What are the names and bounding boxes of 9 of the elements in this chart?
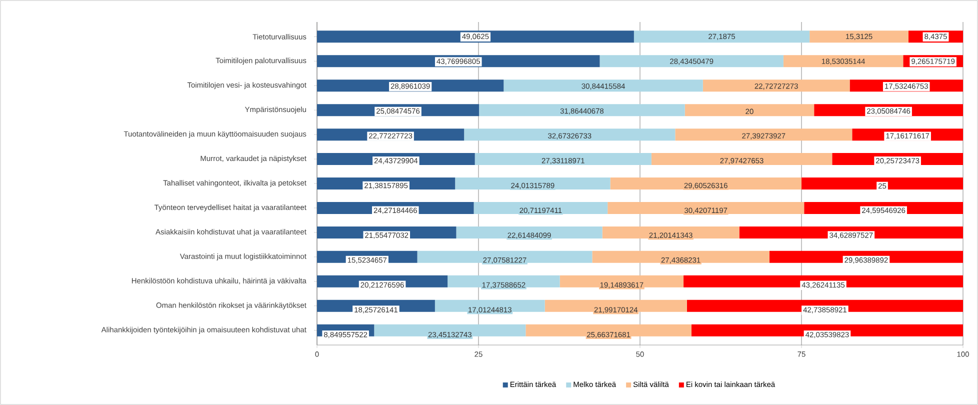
bar bbox=[684, 275, 963, 288]
bar bbox=[634, 30, 810, 43]
bar bbox=[317, 55, 600, 68]
bar bbox=[691, 324, 963, 336]
bar bbox=[464, 128, 676, 141]
bar bbox=[686, 300, 963, 312]
bar bbox=[684, 104, 814, 116]
bar bbox=[802, 178, 963, 190]
bar bbox=[317, 30, 634, 43]
